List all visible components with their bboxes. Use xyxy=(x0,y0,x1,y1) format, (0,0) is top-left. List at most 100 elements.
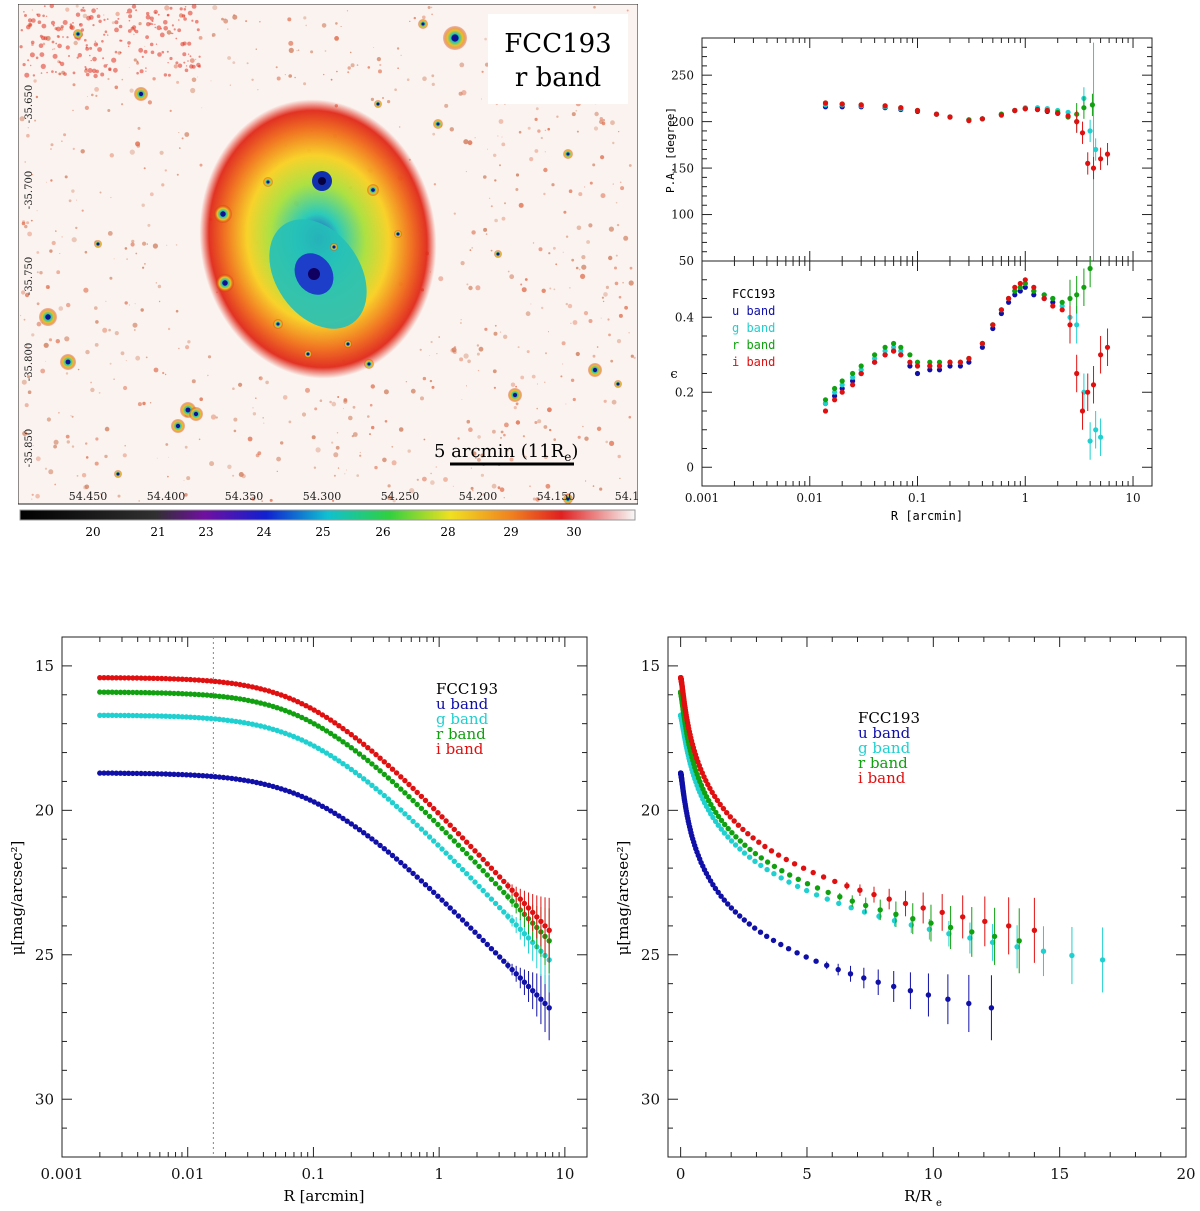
data-point xyxy=(290,733,297,740)
data-point xyxy=(414,822,420,828)
legend-entry: g band xyxy=(732,321,775,335)
x-tick-label: 1 xyxy=(434,1165,444,1183)
data-point xyxy=(488,865,495,871)
data-point xyxy=(208,773,214,779)
colorbar-tick-label: 20 xyxy=(85,525,101,539)
colorbar-tick-label: 26 xyxy=(375,525,391,539)
data-point xyxy=(728,838,735,844)
data-point xyxy=(200,715,206,721)
data-point xyxy=(344,728,350,735)
data-point xyxy=(882,103,888,109)
data-point xyxy=(257,686,264,692)
data-point xyxy=(105,770,111,776)
data-point xyxy=(418,793,425,800)
data-point xyxy=(443,830,449,836)
data-point xyxy=(443,901,449,907)
data-point xyxy=(295,699,301,705)
y-tick-label: 0 xyxy=(686,460,694,474)
data-point xyxy=(1031,292,1037,298)
data-point xyxy=(257,723,264,729)
data-point xyxy=(196,772,202,779)
data-point xyxy=(435,810,441,816)
data-point xyxy=(109,675,115,681)
data-point xyxy=(927,359,933,365)
data-point xyxy=(850,378,856,384)
dec-tick-label: -35.650 xyxy=(24,85,35,123)
data-point xyxy=(1085,389,1091,395)
data-point xyxy=(857,887,863,893)
x-tick-label: 5 xyxy=(802,1165,812,1183)
data-point xyxy=(262,724,268,730)
data-point xyxy=(858,367,864,373)
data-point xyxy=(130,712,136,719)
data-point xyxy=(146,770,152,777)
data-point xyxy=(1087,265,1093,272)
data-point xyxy=(824,962,830,969)
data-point xyxy=(414,874,420,880)
data-point xyxy=(778,941,784,948)
data-point xyxy=(431,838,437,844)
data-point xyxy=(936,367,943,373)
data-point xyxy=(319,725,326,732)
data-point xyxy=(513,891,519,898)
data-point xyxy=(373,764,379,770)
data-point xyxy=(97,770,103,776)
data-point xyxy=(1031,288,1037,294)
data-point xyxy=(1065,113,1071,119)
legend-entry: i band xyxy=(732,355,775,369)
data-point xyxy=(1098,352,1104,358)
data-point xyxy=(323,750,330,756)
data-point xyxy=(253,722,260,728)
data-point xyxy=(933,111,940,117)
data-point xyxy=(220,679,227,685)
data-point xyxy=(299,701,305,707)
data-point xyxy=(348,731,354,738)
data-point xyxy=(746,921,752,927)
data-point xyxy=(455,842,462,848)
x-tick-label: 0.001 xyxy=(41,1165,84,1183)
data-point xyxy=(393,770,400,776)
data-point xyxy=(200,692,206,698)
y-tick-label: 150 xyxy=(671,161,694,175)
data-point xyxy=(979,116,985,122)
data-point xyxy=(196,677,202,683)
data-point xyxy=(328,752,334,759)
data-point xyxy=(708,801,714,808)
data-point xyxy=(361,830,367,836)
data-point xyxy=(787,872,793,878)
data-point xyxy=(175,771,181,778)
data-point xyxy=(389,800,396,806)
data-point xyxy=(1069,952,1075,959)
y-axis-label: ϵ xyxy=(670,367,677,382)
data-point xyxy=(187,691,194,697)
data-point xyxy=(224,775,231,781)
data-point xyxy=(163,771,169,777)
data-point xyxy=(179,676,185,682)
data-point xyxy=(729,830,735,836)
data-point xyxy=(282,787,288,793)
data-point xyxy=(546,1005,552,1011)
data-point xyxy=(822,100,829,106)
data-point xyxy=(710,814,716,821)
data-point xyxy=(332,810,338,816)
data-point xyxy=(282,730,288,736)
data-point xyxy=(795,876,801,882)
data-point xyxy=(101,689,107,695)
data-point xyxy=(257,700,264,706)
data-point xyxy=(967,935,973,941)
data-point xyxy=(966,355,972,362)
y-tick-label: 25 xyxy=(641,946,660,964)
data-point xyxy=(278,692,284,698)
data-point xyxy=(484,861,490,867)
data-point xyxy=(295,735,301,741)
data-point xyxy=(998,307,1004,313)
legend-entry: i band xyxy=(858,769,906,787)
legend-entry: r band xyxy=(858,754,908,772)
data-point xyxy=(126,770,132,776)
data-point xyxy=(159,771,165,777)
data-point xyxy=(530,988,536,994)
data-point xyxy=(718,826,724,832)
data-point xyxy=(1041,295,1047,302)
data-point xyxy=(939,909,945,916)
ra-tick-label: 54.400 xyxy=(147,490,186,503)
